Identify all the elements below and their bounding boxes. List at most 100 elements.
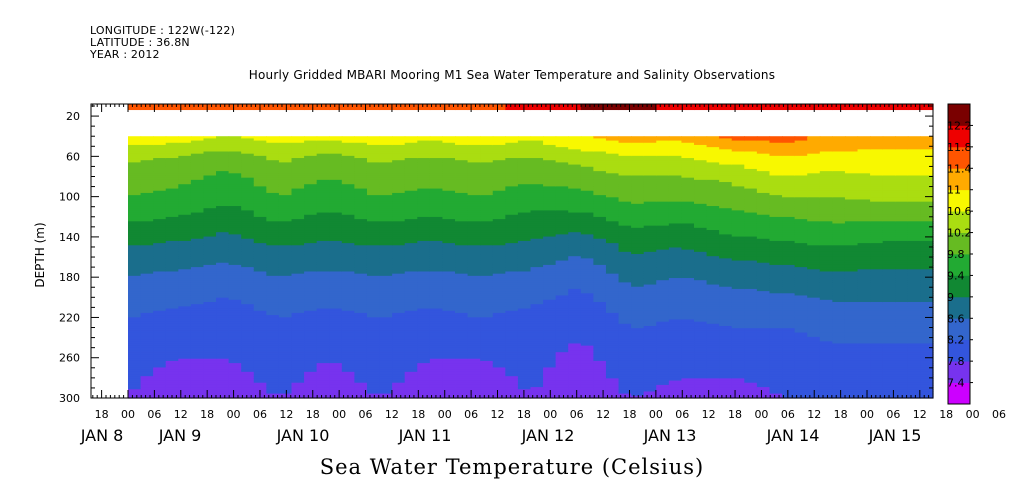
heat-cell xyxy=(354,369,368,373)
heat-cell xyxy=(341,273,356,277)
heat-cell xyxy=(190,262,205,266)
heat-cell xyxy=(304,343,318,347)
heat-cell xyxy=(429,365,444,369)
heat-cell xyxy=(291,382,305,386)
heat-cell xyxy=(404,160,418,163)
heat-cell xyxy=(304,336,318,340)
heat-cell xyxy=(417,164,431,168)
heat-cell xyxy=(228,208,242,211)
heat-cell xyxy=(366,288,381,292)
heat-cell xyxy=(593,328,607,331)
heat-cell xyxy=(128,317,142,321)
heat-cell xyxy=(417,168,431,172)
heat-cell xyxy=(429,151,444,155)
heat-cell xyxy=(392,352,406,355)
heat-cell xyxy=(467,306,481,310)
heat-cell xyxy=(505,315,519,318)
heat-cell xyxy=(593,256,607,259)
heat-cell xyxy=(392,315,406,318)
heat-cell xyxy=(631,166,645,170)
heat-cell xyxy=(291,212,305,216)
heat-cell xyxy=(379,389,393,393)
heat-cell xyxy=(291,175,305,179)
heat-cell xyxy=(278,199,293,203)
heat-cell xyxy=(266,264,280,268)
heat-cell xyxy=(316,273,330,277)
heat-cell xyxy=(580,153,594,157)
heat-cell xyxy=(568,395,582,399)
heat-cell xyxy=(178,317,192,321)
heat-cell xyxy=(379,378,393,382)
heat-cell xyxy=(442,271,456,275)
heat-cell xyxy=(153,264,167,268)
heat-cell xyxy=(618,310,632,314)
heat-cell xyxy=(530,251,544,255)
heat-cell xyxy=(480,371,494,375)
heat-cell xyxy=(555,288,569,292)
heat-cell xyxy=(140,136,154,140)
heat-cell xyxy=(417,144,431,148)
heat-cell xyxy=(517,104,532,111)
heat-cell xyxy=(593,363,607,366)
heat-cell xyxy=(203,153,217,157)
heat-cell xyxy=(404,227,418,231)
heat-cell xyxy=(530,225,544,229)
heat-cell xyxy=(278,354,293,358)
heat-cell xyxy=(467,162,481,166)
heat-cell xyxy=(278,391,293,395)
heat-cell xyxy=(253,136,267,140)
heat-cell xyxy=(291,299,305,303)
heat-cell xyxy=(203,302,217,305)
heat-cell xyxy=(568,339,582,342)
heat-cell xyxy=(555,203,569,207)
heat-cell xyxy=(392,225,406,229)
heat-cell xyxy=(304,175,318,179)
heat-cell xyxy=(505,282,519,286)
heat-cell xyxy=(203,371,217,375)
heat-cell xyxy=(291,271,305,275)
heat-cell xyxy=(304,264,318,268)
heat-cell xyxy=(530,151,544,155)
heat-cell xyxy=(128,291,142,294)
heat-cell xyxy=(467,286,481,290)
heat-cell xyxy=(228,238,242,242)
heat-cell xyxy=(480,284,494,288)
heat-cell xyxy=(253,317,267,321)
heat-cell xyxy=(278,302,293,305)
heat-cell xyxy=(605,234,620,238)
heat-cell xyxy=(341,323,356,327)
heat-cell xyxy=(304,280,318,283)
heat-cell xyxy=(467,260,481,264)
heat-cell xyxy=(366,302,381,305)
heat-cell xyxy=(266,321,280,325)
heat-cell xyxy=(631,323,645,327)
heat-cell xyxy=(341,177,356,181)
heat-cell xyxy=(165,254,179,257)
heat-cell xyxy=(392,232,406,235)
heat-cell xyxy=(631,350,645,353)
heat-cell xyxy=(228,142,242,146)
heat-cell xyxy=(631,208,645,211)
heat-cell xyxy=(392,249,406,253)
heat-cell xyxy=(291,171,305,174)
heat-cell xyxy=(304,319,318,323)
heat-cell xyxy=(203,286,217,290)
heat-cell xyxy=(278,317,293,321)
heat-cell xyxy=(593,162,607,166)
heat-cell xyxy=(404,267,418,270)
heat-cell xyxy=(605,358,620,362)
heat-cell xyxy=(555,384,569,388)
heat-cell xyxy=(505,162,519,166)
heat-cell xyxy=(329,177,343,181)
heat-cell xyxy=(304,190,318,194)
heat-cell xyxy=(341,230,356,233)
heat-cell xyxy=(203,184,217,187)
heat-cell xyxy=(203,360,217,364)
heat-cell xyxy=(530,212,544,216)
heat-cell xyxy=(241,227,255,231)
heat-cell xyxy=(593,297,607,301)
heat-cell xyxy=(379,173,393,177)
heat-cell xyxy=(580,315,594,318)
heat-cell xyxy=(442,264,456,268)
heat-cell xyxy=(568,267,582,270)
